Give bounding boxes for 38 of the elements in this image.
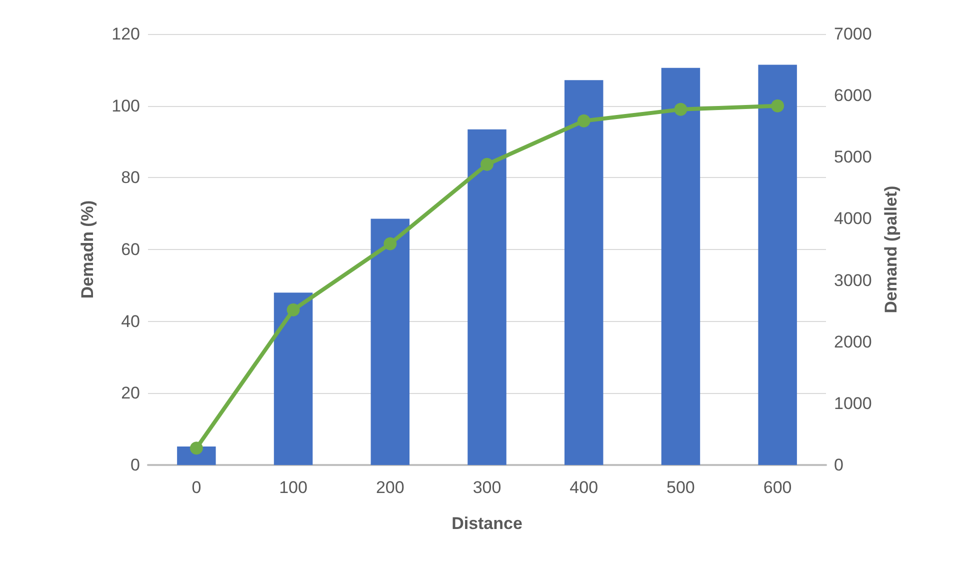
x-tick-label: 100 xyxy=(279,478,308,497)
point xyxy=(286,303,300,316)
y-axis-title: Demadn (%) xyxy=(78,200,97,299)
point xyxy=(771,99,784,112)
y-tick-label: 80 xyxy=(121,168,140,188)
x-tick-label: 0 xyxy=(192,478,202,497)
y2-tick-label: 2000 xyxy=(834,332,872,352)
y2-tick-label: 6000 xyxy=(834,86,872,106)
y2-tick-label: 4000 xyxy=(834,209,872,228)
y-tick-label: 0 xyxy=(130,456,140,474)
x-tick-label: 600 xyxy=(763,478,792,497)
bar xyxy=(468,129,506,465)
y-tick-label: 20 xyxy=(121,384,140,403)
point xyxy=(480,158,494,171)
y-tick-label: 40 xyxy=(121,312,140,331)
bar xyxy=(274,292,313,465)
y-tick-label: 100 xyxy=(112,96,140,116)
x-tick-label: 200 xyxy=(376,478,404,497)
point xyxy=(190,442,203,455)
y2-tick-label: 3000 xyxy=(834,270,872,290)
bar xyxy=(661,68,700,465)
y2-tick-label: 7000 xyxy=(834,24,872,44)
x-axis-title: Distance xyxy=(452,514,522,533)
bar xyxy=(758,64,797,465)
x-tick-label: 300 xyxy=(472,478,502,497)
y2-tick-label: 5000 xyxy=(834,148,872,167)
point xyxy=(384,237,397,250)
bar xyxy=(370,218,410,465)
point xyxy=(577,114,590,128)
x-tick-label: 400 xyxy=(570,478,598,497)
y2-tick-label: 1000 xyxy=(834,394,872,413)
y-tick-label: 120 xyxy=(112,24,140,44)
point xyxy=(674,102,688,116)
y2-axis-title: Demand (pallet) xyxy=(882,186,901,314)
y-tick-label: 60 xyxy=(121,240,140,259)
bar xyxy=(564,80,604,465)
x-tick-label: 500 xyxy=(666,478,695,497)
y2-tick-label: 0 xyxy=(834,456,844,474)
